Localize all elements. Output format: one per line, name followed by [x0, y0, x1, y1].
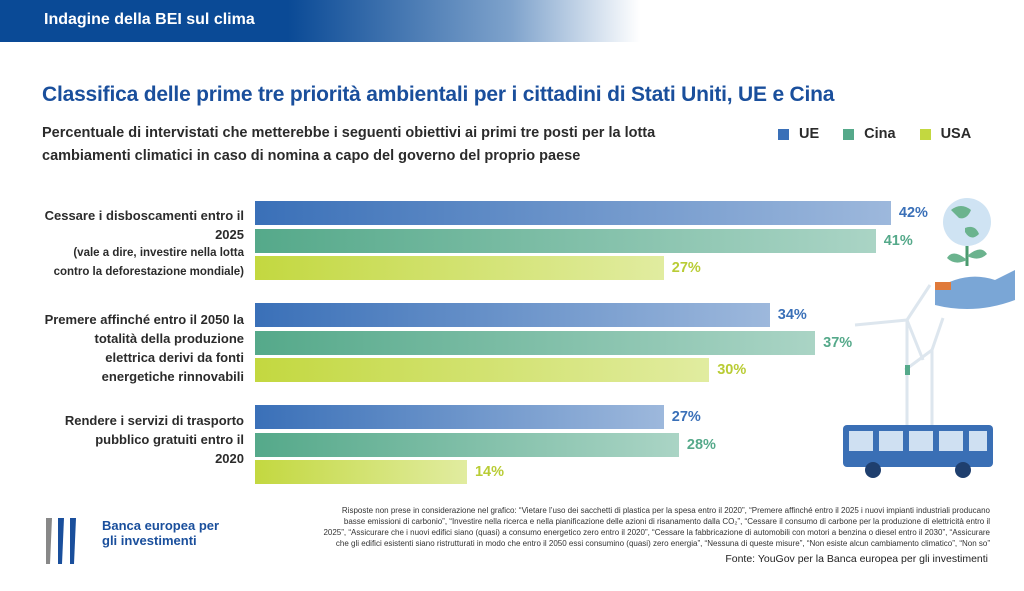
category-label-2: Premere affinché entro il 2050 la totali… — [44, 310, 244, 386]
data-label: 30% — [717, 362, 747, 378]
category-text: Rendere i servizi di trasporto pubblico … — [64, 413, 244, 466]
bar-usa-1 — [255, 256, 664, 280]
bar-cina-1 — [255, 228, 876, 253]
legend-label: Cina — [864, 126, 896, 142]
data-label: 37% — [823, 334, 853, 351]
bar-usa-3 — [255, 460, 467, 484]
chart-title: Classifica delle prime tre priorità ambi… — [42, 83, 835, 106]
legend: UE Cina USA — [778, 126, 995, 142]
eib-logo-icon — [46, 518, 76, 564]
legend-item-ue: UE — [778, 126, 819, 142]
banner-title: Indagine della BEI sul clima — [44, 11, 255, 28]
legend-label: UE — [799, 126, 820, 142]
legend-swatch — [919, 128, 931, 140]
category-label-1: Cessare i disboscamenti entro il 2025 (va… — [44, 206, 244, 282]
climate-illustration — [843, 198, 1015, 478]
bus-icon — [843, 425, 993, 478]
bar-cina-3 — [255, 432, 679, 457]
legend-swatch — [778, 128, 789, 140]
category-text: Premere affinché entro il 2050 la totali… — [44, 312, 244, 384]
bar-ue-2 — [255, 303, 770, 327]
data-label: 28% — [686, 436, 716, 453]
legend-item-usa: USA — [919, 126, 972, 142]
logo-text: Banca europea per gli investimenti — [102, 518, 220, 548]
footnote: Risposte non prese in considerazione nel… — [323, 506, 990, 548]
category-note: (vale a dire, investire nella lotta cont… — [53, 247, 244, 278]
wind-turbine-icon — [854, 284, 945, 425]
data-label: 34% — [777, 307, 807, 323]
data-label: 41% — [883, 232, 913, 249]
globe-plant-icon — [935, 198, 1015, 309]
category-label-3: Rendere i servizi di trasporto pubblico … — [64, 411, 244, 468]
source: Fonte: YouGov per la Banca europea per g… — [725, 553, 988, 565]
data-label: 14% — [474, 464, 504, 480]
legend-item-cina: Cina — [843, 126, 896, 142]
legend-swatch — [843, 128, 855, 140]
bar-cina-2 — [255, 330, 816, 355]
bar-usa-2 — [255, 358, 710, 382]
data-label: 27% — [671, 409, 701, 425]
data-label: 27% — [671, 260, 701, 276]
legend-label: USA — [940, 126, 972, 142]
bar-ue-3 — [255, 405, 664, 429]
chart-subtitle: Percentuale di intervistati che mettereb… — [42, 125, 656, 164]
header-banner: Indagine della BEI sul clima — [0, 0, 640, 42]
turbine-marker — [905, 365, 910, 375]
category-text: Cessare i disboscamenti entro il 2025 — [44, 208, 244, 242]
bar-ue-1 — [255, 201, 891, 225]
data-label: 42% — [898, 205, 928, 221]
